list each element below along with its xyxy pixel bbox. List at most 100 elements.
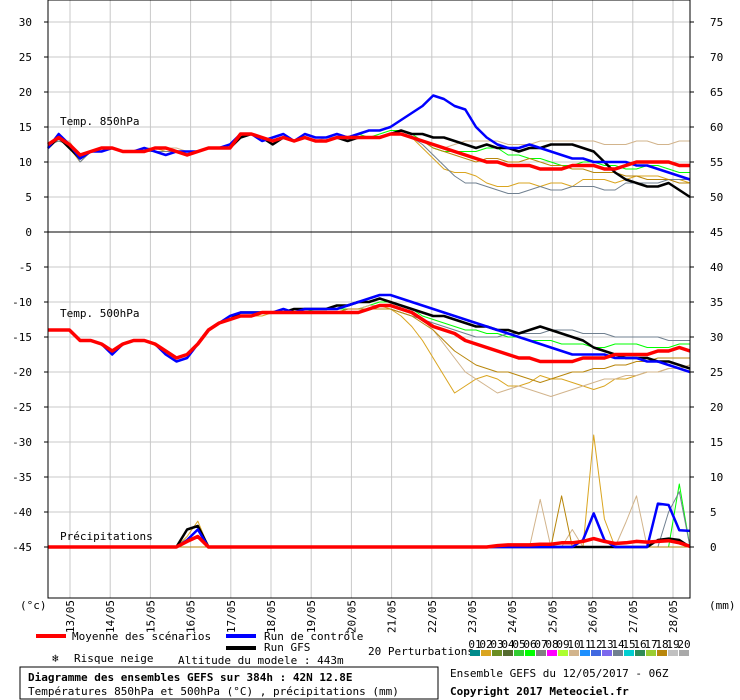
date-tick-label: 26/05 <box>587 600 600 633</box>
legend: Moyenne des scénarios Run de contrôleRun … <box>36 630 691 667</box>
panel-label: Précipitations <box>60 530 153 543</box>
left-tick-label: 15 <box>19 121 32 134</box>
date-tick-label: 28/05 <box>667 600 680 633</box>
left-tick-label: -45 <box>12 541 32 554</box>
left-tick-label: -20 <box>12 366 32 379</box>
date-tick-label: 14/05 <box>104 600 117 633</box>
right-tick-label: 5 <box>710 506 717 519</box>
perturbation-number: 08 <box>545 638 558 651</box>
legend-perturbations-label: 20 Perturbations <box>368 645 474 658</box>
perturbation-number: 16 <box>633 638 646 651</box>
perturbation-line <box>48 308 690 359</box>
perturbation-swatch <box>657 650 667 656</box>
date-tick-label: 27/05 <box>627 600 640 633</box>
perturbation-number: 10 <box>567 638 580 651</box>
perturbation-number: 07 <box>534 638 547 651</box>
legend-gfs-label: Run GFS <box>264 641 310 654</box>
left-tick-label: -15 <box>12 331 32 344</box>
chart-title: Diagramme des ensembles GEFS sur 384h : … <box>28 671 353 684</box>
date-tick-label: 19/05 <box>305 600 318 633</box>
perturbation-number: 01 <box>468 638 481 651</box>
left-tick-label: 20 <box>19 86 32 99</box>
right-tick-label: 50 <box>710 191 723 204</box>
right-tick-label: 45 <box>710 226 723 239</box>
run-label: Ensemble GEFS du 12/05/2017 - 06Z <box>450 667 669 680</box>
left-tick-label: 30 <box>19 16 32 29</box>
right-tick-label: 70 <box>710 51 723 64</box>
right-tick-label: 65 <box>710 86 723 99</box>
perturbation-swatch <box>470 650 480 656</box>
chart-subtitle: Températures 850hPa et 500hPa (°C) , pré… <box>28 685 399 698</box>
date-tick-label: 24/05 <box>506 600 519 633</box>
perturbation-swatch <box>514 650 524 656</box>
legend-mean-label: Moyenne des scénarios <box>72 630 211 643</box>
perturbation-swatch <box>525 650 535 656</box>
axis-layer: 13/05 14/05 15/05 16/05 17/05 18/05 19/05 20/05… <box>12 0 723 633</box>
right-tick-label: 40 <box>710 261 723 274</box>
perturbation-number: 09 <box>556 638 569 651</box>
left-tick-label: 0 <box>25 226 32 239</box>
copyright-label: Copyright 2017 Meteociel.fr <box>450 685 629 698</box>
altitude-label: Altitude du modele : 443m <box>178 654 344 667</box>
right-tick-label: 60 <box>710 121 723 134</box>
right-tick-label: 15 <box>710 436 723 449</box>
left-tick-label: -10 <box>12 296 32 309</box>
perturbation-swatch <box>668 650 678 656</box>
mean-line <box>48 534 691 549</box>
left-unit-label: (°c) <box>20 599 47 612</box>
perturbation-number: 06 <box>523 638 536 651</box>
right-tick-label: 30 <box>710 331 723 344</box>
series-layer <box>47 94 691 549</box>
date-tick-label: 25/05 <box>546 600 559 633</box>
perturbation-swatch <box>679 650 689 656</box>
right-tick-label: 0 <box>710 541 717 554</box>
left-tick-label: -5 <box>19 261 32 274</box>
right-unit-label: (mm) <box>709 599 736 612</box>
right-tick-label: 20 <box>710 401 723 414</box>
perturbation-swatch <box>569 650 579 656</box>
perturbation-number: 19 <box>666 638 679 651</box>
perturbation-number: 02 <box>479 638 492 651</box>
mean-line <box>47 132 690 171</box>
perturbation-swatch <box>591 650 601 656</box>
left-tick-label: -40 <box>12 506 32 519</box>
perturbation-line <box>48 308 690 383</box>
right-tick-label: 10 <box>710 471 723 484</box>
perturbation-line <box>48 305 691 397</box>
legend-snow-label: Risque neige <box>74 652 153 665</box>
date-tick-label: 22/05 <box>426 600 439 633</box>
perturbation-number: 04 <box>501 638 515 651</box>
panel-label: Temp. 850hPa <box>60 115 139 128</box>
right-tick-label: 55 <box>710 156 723 169</box>
date-tick-label: 16/05 <box>185 600 198 633</box>
perturbation-swatch <box>602 650 612 656</box>
perturbation-swatch <box>547 650 557 656</box>
perturbation-number: 17 <box>644 638 657 651</box>
left-tick-label: -35 <box>12 471 32 484</box>
right-tick-label: 75 <box>710 16 723 29</box>
perturbation-line <box>47 133 691 187</box>
perturbation-number: 11 <box>578 638 591 651</box>
perturbation-swatch <box>613 650 623 656</box>
perturbation-swatch <box>536 650 546 656</box>
date-tick-label: 15/05 <box>144 600 157 633</box>
perturbation-swatch <box>624 650 634 656</box>
date-tick-label: 17/05 <box>225 600 238 633</box>
perturbation-number: 05 <box>512 638 525 651</box>
perturbation-line <box>48 305 691 394</box>
perturbation-number: 12 <box>589 638 602 651</box>
perturbation-swatch <box>635 650 645 656</box>
plot-frame <box>47 0 691 599</box>
title-box <box>19 666 439 700</box>
perturbation-number: 15 <box>622 638 635 651</box>
perturbation-number: 03 <box>490 638 503 651</box>
perturbation-swatch <box>481 650 491 656</box>
left-tick-label: -30 <box>12 436 32 449</box>
perturbation-swatch <box>558 650 568 656</box>
panel-label: Temp. 500hPa <box>60 307 139 320</box>
right-tick-label: 25 <box>710 366 723 379</box>
left-tick-label: 5 <box>25 191 32 204</box>
perturbation-swatch <box>646 650 656 656</box>
left-tick-label: 10 <box>19 156 32 169</box>
